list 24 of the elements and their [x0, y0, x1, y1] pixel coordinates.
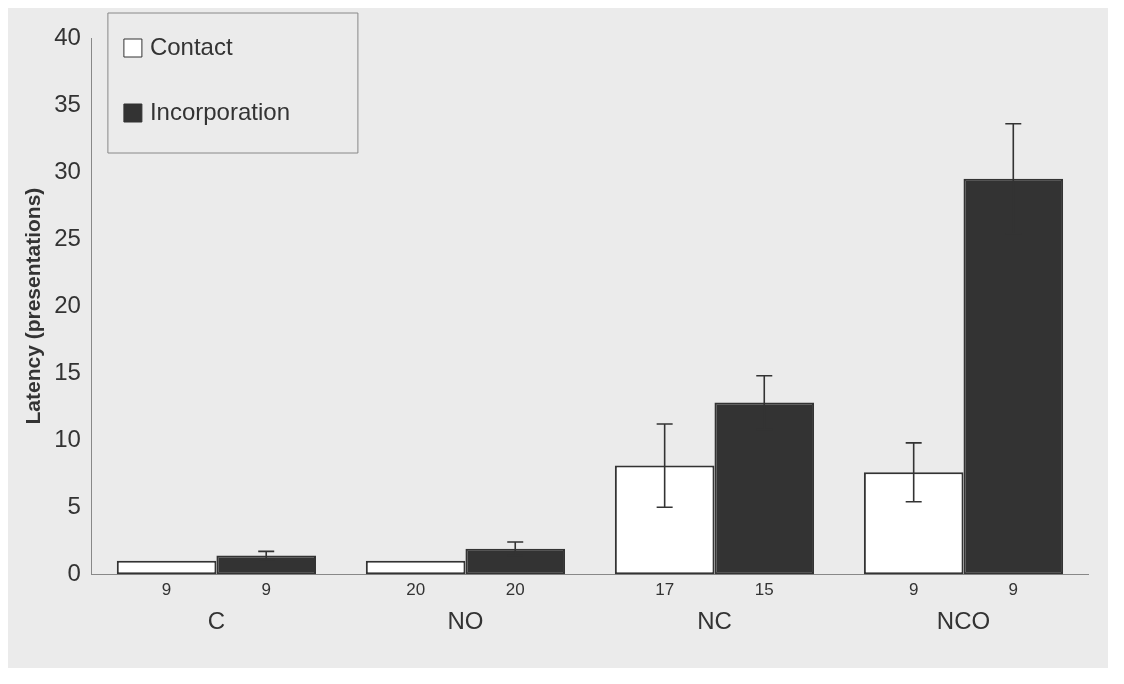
y-tick-label: 20: [54, 290, 81, 318]
x-tick-label: C: [207, 607, 226, 635]
annotation: 9: [161, 580, 172, 600]
y-axis-title: Latency (presentations): [21, 187, 45, 425]
y-tick-label: 15: [54, 357, 81, 385]
annotation: 17: [655, 580, 675, 600]
annotation: 9: [261, 580, 271, 600]
x-tick-label: NO: [447, 607, 484, 635]
annotation: 20: [406, 580, 426, 600]
x-tick-label: NCO: [936, 607, 991, 635]
legend-label: Incorporation: [149, 97, 290, 125]
y-tick-label: 35: [54, 89, 81, 117]
y-tick-label: 0: [67, 558, 81, 586]
y-tick-label: 5: [67, 491, 81, 519]
y-tick-label: 40: [54, 22, 81, 50]
legend-label: Contact: [149, 32, 233, 60]
y-tick-label: 10: [54, 424, 81, 452]
x-tick-label: NC: [697, 607, 732, 635]
y-tick-label: 25: [54, 223, 81, 251]
annotation: 15: [754, 580, 774, 600]
annotation: 9: [908, 580, 919, 600]
annotation: 9: [1008, 580, 1019, 600]
annotation: 20: [505, 580, 525, 600]
y-tick-label: 30: [54, 156, 81, 184]
